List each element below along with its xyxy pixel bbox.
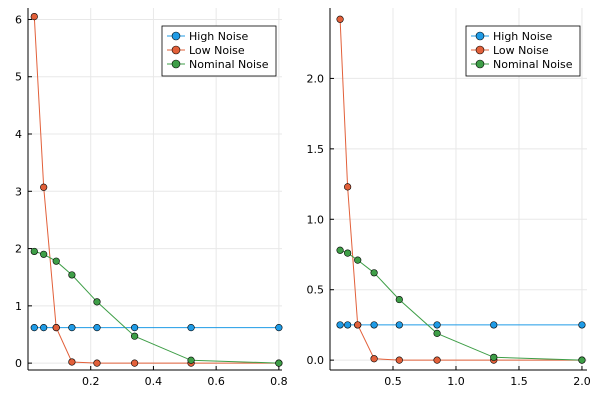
data-point-high-noise	[131, 324, 139, 332]
legend-label: Low Noise	[189, 44, 245, 57]
data-point-nominal-noise	[275, 359, 283, 367]
data-point-low-noise	[344, 183, 352, 191]
data-point-nominal-noise	[578, 356, 586, 364]
y-tick-label: 2.0	[307, 72, 325, 85]
y-tick-label: 0.5	[307, 284, 325, 297]
y-tick-label: 2	[15, 243, 22, 256]
series-line-low-noise	[33, 16, 279, 364]
data-point-nominal-noise	[336, 246, 344, 254]
x-tick-label: 2.0	[573, 375, 591, 388]
x-tick-label: 0.4	[145, 375, 163, 388]
data-point-low-noise	[433, 356, 441, 364]
data-point-high-noise	[490, 321, 498, 329]
data-point-nominal-noise	[131, 332, 139, 340]
x-tick-label: 0.8	[270, 375, 288, 388]
data-point-nominal-noise	[344, 249, 352, 257]
data-point-low-noise	[40, 183, 48, 191]
data-point-low-noise	[68, 358, 76, 366]
y-tick-label: 4	[15, 128, 22, 141]
data-point-low-noise	[395, 356, 403, 364]
legend-marker	[171, 59, 181, 69]
data-point-high-noise	[578, 321, 586, 329]
data-point-nominal-noise	[52, 257, 60, 265]
data-point-low-noise	[354, 321, 362, 329]
legend-label: Nominal Noise	[493, 58, 573, 71]
x-tick-label: 0.6	[207, 375, 225, 388]
legend-label: High Noise	[189, 30, 249, 43]
series-line-nominal-noise	[34, 250, 279, 364]
data-point-low-noise	[93, 359, 101, 367]
legend-label: Low Noise	[493, 44, 549, 57]
legend-marker	[171, 31, 181, 41]
data-point-high-noise	[344, 321, 352, 329]
y-tick-label: 3	[15, 185, 22, 198]
y-tick-label: 1	[15, 300, 22, 313]
data-point-high-noise	[433, 321, 441, 329]
data-point-nominal-noise	[354, 256, 362, 264]
y-tick-label: 0	[15, 357, 22, 370]
legend-marker	[475, 45, 485, 55]
legend-marker	[475, 31, 485, 41]
y-tick-label: 6	[15, 13, 22, 26]
data-point-nominal-noise	[93, 298, 101, 306]
x-tick-label: 1.0	[447, 375, 465, 388]
data-point-nominal-noise	[433, 329, 441, 337]
data-point-high-noise	[395, 321, 403, 329]
data-point-high-noise	[68, 324, 76, 332]
data-point-low-noise	[370, 355, 378, 363]
legend-marker	[475, 59, 485, 69]
data-point-high-noise	[40, 324, 48, 332]
y-tick-label: 5	[15, 71, 22, 84]
x-tick-label: 1.5	[510, 375, 528, 388]
data-point-high-noise	[275, 324, 283, 332]
legend-box	[161, 25, 277, 77]
data-point-low-noise	[336, 15, 344, 23]
data-point-high-noise	[336, 321, 344, 329]
data-point-low-noise	[52, 324, 60, 332]
data-point-nominal-noise	[370, 269, 378, 277]
data-point-nominal-noise	[68, 271, 76, 279]
x-tick-label: 0.5	[384, 375, 402, 388]
data-point-low-noise	[30, 12, 38, 21]
data-point-nominal-noise	[395, 295, 403, 304]
data-point-nominal-noise	[30, 247, 38, 256]
data-point-low-noise	[131, 359, 139, 367]
data-point-nominal-noise	[187, 356, 195, 364]
legend-label: High Noise	[493, 30, 553, 43]
legend-marker	[171, 45, 181, 55]
data-point-high-noise	[187, 324, 195, 332]
subplot-2: 0.5 1.0 1.5 2.0 0.0 0.5 1.0 1.5 2.0 High NoiseLow…	[307, 8, 591, 388]
y-tick-label: 1.0	[307, 213, 325, 226]
legend-box	[465, 25, 581, 77]
data-point-nominal-noise	[490, 353, 498, 361]
data-point-high-noise	[30, 324, 38, 332]
x-tick-label: 0.2	[82, 375, 100, 388]
legend-label: Nominal Noise	[189, 58, 269, 71]
data-point-high-noise	[93, 324, 101, 332]
data-point-nominal-noise	[40, 250, 48, 258]
series-line-nominal-noise	[339, 249, 583, 361]
series-line-low-noise	[339, 19, 582, 361]
y-tick-label: 0.0	[307, 354, 325, 367]
y-tick-label: 1.5	[307, 143, 325, 156]
data-point-high-noise	[370, 321, 378, 329]
